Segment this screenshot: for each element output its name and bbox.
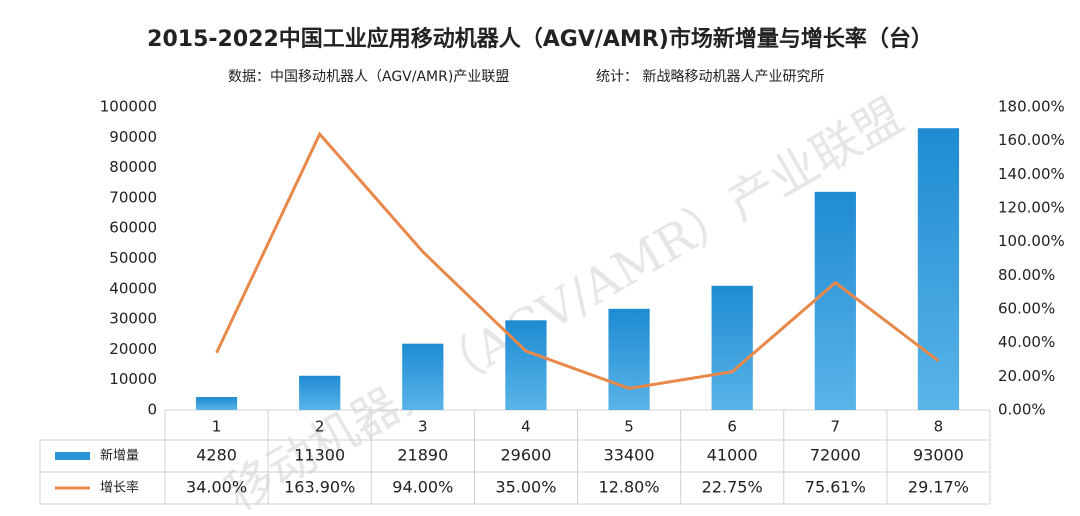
table-cell: 4280 [196,446,237,465]
chart-title: 2015-2022中国工业应用移动机器人（AGV/AMR)市场新增量与增长率（台… [147,26,933,52]
table-cell: 22.75% [702,478,763,497]
line [215,131,940,390]
legend-label: 新增量 [100,448,139,464]
y2-tick-label: 140.00% [998,165,1065,183]
bar [917,128,960,410]
table-cell: 33400 [604,446,655,465]
y2-tick-label: 160.00% [998,131,1065,149]
y-tick-label: 10000 [109,370,157,388]
table-cell: 12.80% [599,478,660,497]
table-cell: 11300 [294,446,345,465]
table-cell: 35.00% [495,478,556,497]
y-tick-label: 70000 [109,188,157,206]
y-tick-label: 20000 [109,340,157,358]
bar [299,375,341,410]
y-tick-label: 30000 [109,310,157,328]
x-tick-label: 7 [831,418,841,436]
table-grid [39,410,991,505]
bar [505,320,547,410]
subtitle: 数据：中国移动机器人（AGV/AMR)产业联盟 [228,69,509,85]
y2-tick-label: 0.00% [998,401,1046,419]
x-tick-label: 5 [624,418,634,436]
x-tick-label: 6 [727,418,737,436]
bar [814,191,856,410]
x-tick-label: 1 [212,418,222,436]
table-cell: 21890 [397,446,448,465]
table-cell: 29.17% [908,478,969,497]
bar [608,308,650,410]
legend-swatch [55,452,90,460]
y2-tick-label: 120.00% [998,199,1065,217]
table-cell: 72000 [810,446,861,465]
x-tick-label: 8 [934,418,944,436]
table-cell: 29600 [500,446,551,465]
y-tick-label: 0 [147,401,157,419]
y2-tick-label: 80.00% [998,266,1055,284]
bar [402,343,444,410]
y-tick-label: 60000 [109,219,157,237]
y-tick-label: 50000 [109,249,157,267]
y2-tick-label: 20.00% [998,367,1055,385]
table-cell: 41000 [707,446,758,465]
legend-label: 增长率 [100,480,139,496]
x-tick-label: 2 [315,418,325,436]
table-cell: 34.00% [186,478,247,497]
table-cell: 163.90% [284,478,355,497]
y2-tick-label: 100.00% [998,232,1065,250]
x-tick-label: 4 [521,418,531,436]
table-cell: 75.61% [805,478,866,497]
bar [195,397,238,410]
y-tick-label: 100000 [100,98,157,116]
y2-tick-label: 40.00% [998,333,1055,351]
table-cell: 94.00% [392,478,453,497]
bar [711,285,753,410]
subtitle: 统计： 新战略移动机器人产业研究所 [596,69,824,85]
y-tick-label: 40000 [109,279,157,297]
y2-tick-label: 180.00% [998,98,1065,116]
x-tick-label: 3 [418,418,428,436]
y2-tick-label: 60.00% [998,300,1055,318]
y-tick-label: 80000 [109,158,157,176]
y-tick-label: 90000 [109,128,157,146]
table-cell: 93000 [913,446,964,465]
